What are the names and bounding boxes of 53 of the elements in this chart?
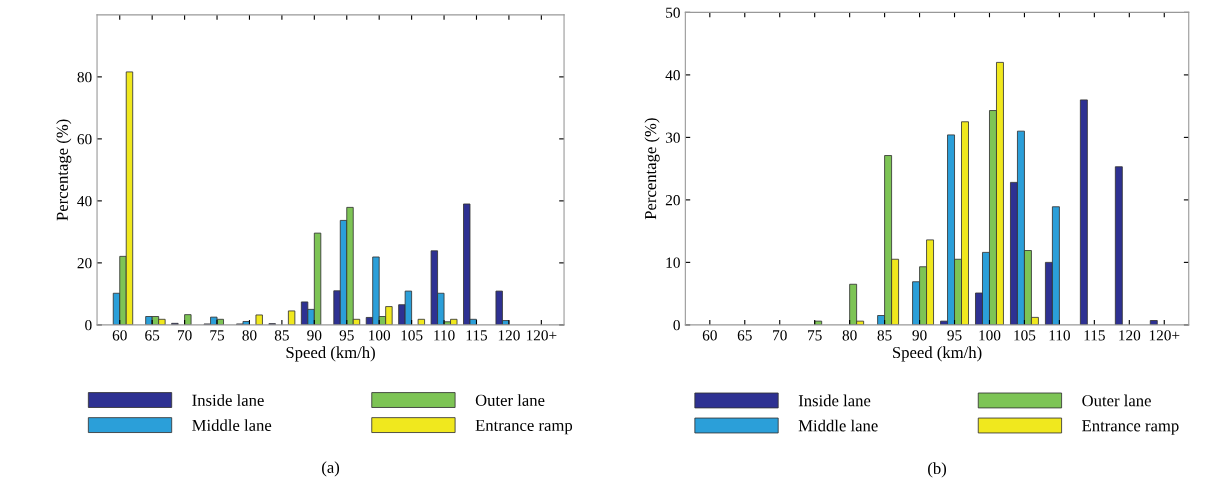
x-tick-label: 70	[177, 330, 192, 341]
legend-label: Entrance ramp	[1082, 420, 1179, 435]
x-tick-label: 110	[434, 330, 455, 341]
legend-label: Outer lane	[1082, 394, 1151, 407]
x-tick-label: 105	[401, 330, 423, 341]
y-tick-label: 60	[77, 134, 92, 145]
x-tick-label: 75	[808, 330, 822, 341]
x-tick-label: 80	[242, 330, 257, 341]
x-tick-label: 95	[339, 330, 354, 341]
y-tick-label: 0	[85, 320, 92, 331]
x-tick-label: 65	[737, 330, 752, 341]
x-tick-label: 100	[979, 330, 1001, 341]
legend-label: Entrance ramp	[475, 419, 573, 435]
legend-label: Inside lane	[192, 394, 264, 406]
y-tick-label: 40	[77, 196, 92, 207]
x-tick-label: 120	[498, 330, 520, 341]
x-tick-label: 120+	[526, 330, 557, 341]
legend-label: Inside lane	[798, 394, 871, 407]
x-tick-label: 120	[1119, 330, 1141, 341]
y-tick-label: 20	[665, 195, 680, 206]
legend-label: Middle lane	[192, 419, 272, 431]
y-tick-label: 80	[77, 72, 92, 83]
x-tick-label: 110	[1049, 330, 1070, 341]
y-axis-title: Percentage (%)	[56, 119, 72, 221]
x-axis-title: Speed (km/h)	[893, 346, 982, 362]
y-tick-label: 10	[666, 257, 680, 268]
x-tick-label: 70	[773, 330, 787, 341]
x-tick-label: 90	[307, 330, 322, 341]
x-tick-label: 100	[369, 330, 391, 341]
y-tick-label: 20	[77, 258, 92, 269]
x-tick-label: 115	[466, 330, 488, 341]
text: (b)	[928, 462, 947, 478]
text: (a)	[322, 461, 340, 477]
legend-label: Outer lane	[475, 394, 545, 406]
x-tick-label: 80	[842, 330, 857, 341]
x-tick-label: 105	[1014, 330, 1036, 341]
y-axis-title: Percentage (%)	[644, 118, 660, 220]
y-tick-label: 50	[666, 7, 680, 18]
x-tick-label: 60	[112, 330, 127, 341]
y-tick-label: 40	[665, 70, 680, 81]
x-tick-label: 90	[912, 330, 927, 341]
x-tick-label: 85	[877, 330, 892, 341]
x-tick-label: 60	[702, 330, 717, 341]
x-axis-title: Speed (km/h)	[286, 346, 375, 362]
y-tick-label: 30	[665, 132, 680, 143]
y-tick-label: 0	[673, 320, 680, 331]
x-tick-label: 115	[1084, 330, 1105, 341]
x-tick-label: 120+	[1149, 330, 1180, 341]
x-tick-label: 75	[210, 330, 225, 341]
x-tick-label: 85	[274, 330, 289, 341]
x-tick-label: 95	[947, 330, 962, 341]
x-tick-label: 65	[145, 330, 160, 341]
legend-label: Middle lane	[798, 419, 878, 432]
